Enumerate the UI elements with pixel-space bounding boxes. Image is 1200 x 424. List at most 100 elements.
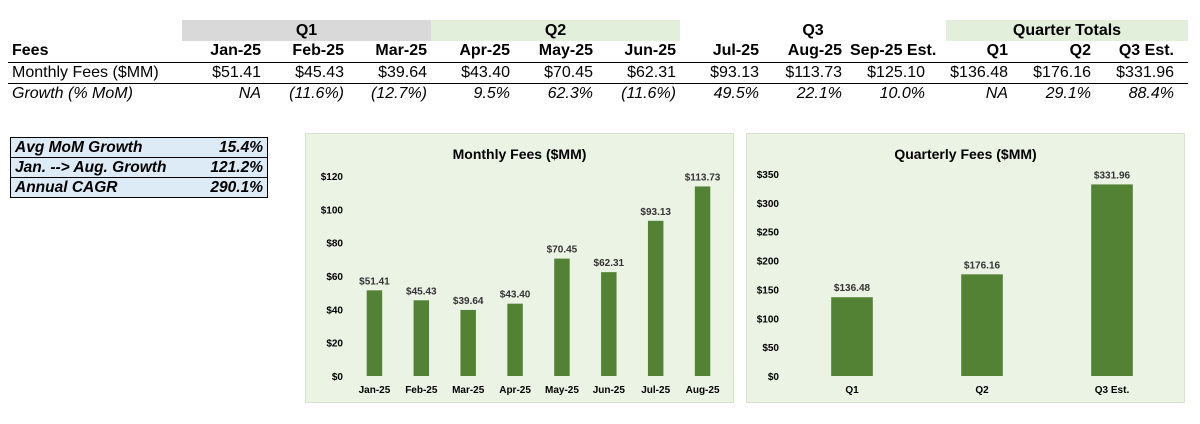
table-cell: Jul-25 — [712, 42, 759, 60]
x-tick-label: Apr-25 — [499, 385, 531, 396]
y-tick-label: $0 — [768, 372, 780, 383]
data-label: $176.16 — [964, 260, 1001, 271]
summary-label: Annual CAGR — [15, 178, 118, 196]
table-cell: $93.13 — [710, 63, 759, 81]
x-tick-label: Q2 — [975, 385, 989, 396]
y-tick-label: $300 — [757, 199, 780, 210]
chart-title: Quarterly Fees ($MM) — [894, 146, 1037, 162]
table-cell: Jun-25 — [624, 42, 676, 60]
bar — [694, 186, 711, 376]
table-cell: 22.1% — [796, 85, 842, 103]
summary-value: 290.1% — [210, 178, 263, 196]
table-cell: $39.64 — [378, 63, 427, 81]
table-row-growth: Growth (% MoM) NA (11.6%) (12.7%) 9.5% 62.3% (… — [8, 84, 1188, 105]
bar — [554, 258, 570, 376]
table-cell: Mar-25 — [375, 42, 427, 60]
table-cell: NA — [985, 85, 1008, 103]
x-tick-label: Aug-25 — [686, 385, 720, 396]
bar — [507, 303, 523, 376]
table-cell: $43.40 — [461, 63, 510, 81]
growth-summary-box: Avg MoM Growth 15.4% Jan. --> Aug. Growt… — [10, 137, 268, 198]
y-tick-label: $100 — [757, 314, 780, 325]
quarter-band: Q1 Q2 Q3 Quarter Totals — [8, 20, 1188, 41]
summary-value: 121.2% — [210, 158, 263, 176]
summary-row: Annual CAGR 290.1% — [11, 178, 267, 197]
table-cell: $113.73 — [785, 63, 842, 81]
summary-label: Jan. --> Aug. Growth — [15, 158, 167, 176]
data-label: $43.40 — [500, 290, 531, 301]
bar — [1091, 184, 1133, 376]
table-cell: $70.45 — [544, 63, 593, 81]
monthly-fees-plot: $0 $20 $40 $60 $80 $100 $120 $51.41 Jan-25 $45.43… — [321, 172, 721, 396]
table-cell: $331.96 — [1116, 63, 1174, 81]
data-label: $70.45 — [547, 245, 578, 256]
data-label: $136.48 — [834, 283, 871, 294]
data-label: $51.41 — [359, 276, 390, 287]
y-tick-label: $120 — [321, 172, 344, 183]
x-tick-label: Jun-25 — [593, 385, 626, 396]
table-cell: Q1 — [986, 42, 1008, 60]
quarter-header-q3: Q3 — [680, 20, 946, 41]
quarter-header-q2: Q2 — [431, 20, 680, 41]
summary-label: Avg MoM Growth — [15, 138, 143, 156]
y-tick-label: $50 — [762, 343, 779, 354]
y-tick-label: $0 — [332, 372, 344, 383]
y-tick-label: $250 — [757, 228, 780, 239]
table-cell: $136.48 — [950, 63, 1008, 81]
table-cell: Sep-25 Est. — [850, 42, 937, 60]
bar — [460, 309, 476, 376]
table-row-monthly-fees: Monthly Fees ($MM) $51.41 $45.43 $39.64 $43.… — [8, 63, 1188, 84]
data-label: $45.43 — [406, 286, 437, 297]
x-tick-label: Mar-25 — [452, 385, 485, 396]
table-cell: (11.6%) — [621, 85, 676, 103]
x-tick-label: May-25 — [545, 385, 579, 396]
data-label: $113.73 — [685, 172, 721, 183]
data-label: $93.13 — [640, 207, 671, 218]
row-label: Growth (% MoM) — [12, 85, 133, 103]
table-cell: 62.3% — [547, 85, 593, 103]
x-tick-label: Q3 Est. — [1095, 385, 1130, 396]
table-cell: 49.5% — [713, 85, 759, 103]
y-tick-label: $80 — [326, 239, 343, 250]
fees-table: Q1 Q2 Q3 Quarter Totals Fees Jan-25 Feb-25… — [8, 20, 1188, 105]
x-tick-label: Q1 — [845, 385, 859, 396]
y-tick-label: $60 — [326, 272, 343, 283]
bar — [647, 220, 664, 376]
y-tick-label: $350 — [757, 170, 780, 181]
table-cell: May-25 — [538, 42, 593, 60]
table-cell: Q2 — [1069, 42, 1091, 60]
data-label: $331.96 — [1094, 170, 1131, 181]
data-label: $39.64 — [453, 296, 484, 307]
bar — [366, 290, 383, 376]
summary-row: Avg MoM Growth 15.4% — [11, 138, 267, 158]
table-cell: Aug-25 — [787, 42, 842, 60]
table-cell: $51.41 — [212, 63, 261, 81]
x-tick-label: Jul-25 — [641, 385, 670, 396]
summary-row: Jan. --> Aug. Growth 121.2% — [11, 158, 267, 178]
summary-value: 15.4% — [219, 138, 263, 156]
y-tick-label: $100 — [321, 205, 344, 216]
table-cell: Apr-25 — [459, 42, 510, 60]
data-label: $62.31 — [594, 258, 625, 269]
y-tick-label: $40 — [326, 305, 343, 316]
row-label: Monthly Fees ($MM) — [12, 63, 159, 81]
quarter-header-q1: Q1 — [182, 20, 431, 41]
x-tick-label: Jan-25 — [359, 385, 391, 396]
bar — [831, 297, 873, 376]
table-cell: 88.4% — [1128, 85, 1174, 103]
quarter-header-totals: Quarter Totals — [946, 20, 1188, 41]
table-cell: (11.6%) — [289, 85, 344, 103]
table-cell: $125.10 — [867, 63, 925, 81]
table-cell: Q3 Est. — [1118, 42, 1174, 60]
quarterly-fees-chart: Quarterly Fees ($MM) $0 $50 $100 $150 $200 $2… — [746, 133, 1185, 403]
y-tick-label: $200 — [757, 257, 780, 268]
table-cell: 29.1% — [1045, 85, 1091, 103]
table-header-row: Fees Jan-25 Feb-25 Mar-25 Apr-25 May-25 Jun-25… — [8, 41, 1188, 63]
monthly-fees-chart: Monthly Fees ($MM) $0 $20 $40 $60 $80 $100 $12… — [305, 133, 734, 403]
table-cell: Feb-25 — [292, 42, 344, 60]
bar — [961, 274, 1003, 376]
table-cell: (12.7%) — [370, 85, 427, 103]
x-tick-label: Feb-25 — [405, 385, 438, 396]
table-cell: $176.16 — [1033, 63, 1091, 81]
quarterly-fees-plot: $0 $50 $100 $150 $200 $250 $300 $350 $136.48 Q1 $1… — [757, 170, 1133, 396]
